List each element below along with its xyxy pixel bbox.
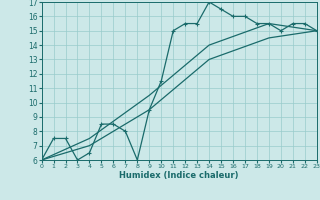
X-axis label: Humidex (Indice chaleur): Humidex (Indice chaleur) [119, 171, 239, 180]
